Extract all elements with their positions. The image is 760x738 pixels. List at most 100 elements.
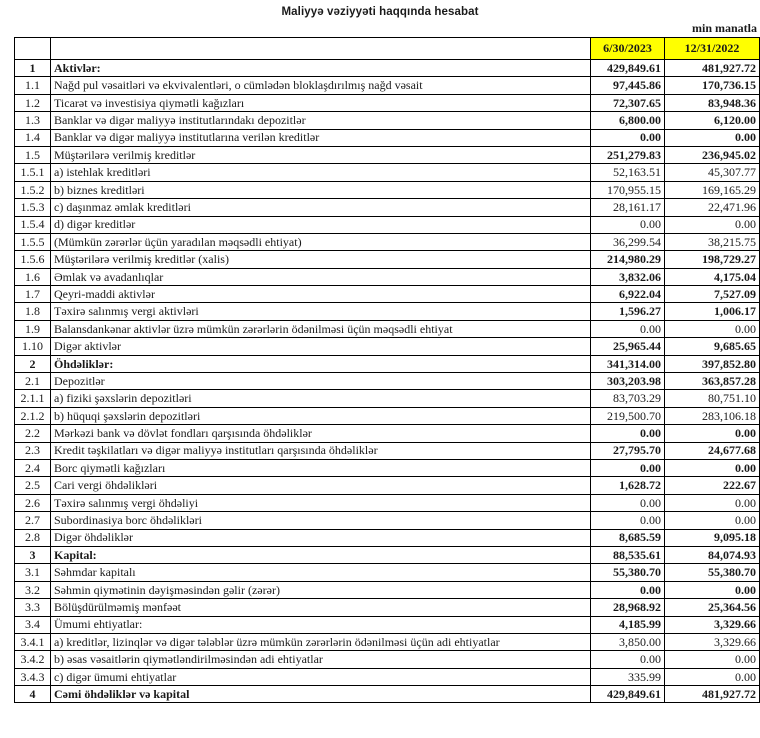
row-value-2023: 0.00 (590, 511, 665, 530)
row-number: 3.4.1 (14, 632, 51, 652)
table-row: 1.9 Balansdankənar aktivlər üzrə mümkün z… (14, 319, 760, 339)
row-number: 1.5.1 (14, 163, 51, 182)
table-row: 1.10 Digər aktivlər 25,965.44 9,685.65 (14, 337, 760, 356)
row-label: Təxirə salınmış vergi öhdəliyi (50, 493, 591, 513)
table-row: 2.5 Cari vergi öhdəlikləri 1,628.72 222.67 (14, 476, 760, 495)
row-number: 1.10 (14, 337, 51, 356)
table-row: 2.1 Depozitlər 303,203.98 363,857.28 (14, 372, 760, 391)
row-number: 2.6 (14, 493, 51, 513)
row-label: Səhmin qiymətinin dəyişməsindən gəlir (z… (50, 580, 591, 600)
row-value-2023: 303,203.98 (590, 372, 665, 391)
row-value-2022: 481,927.72 (664, 685, 760, 704)
row-value-2022: 4,175.04 (664, 267, 760, 287)
table-row: 1.5 Müştərilərə verilmiş kreditlər 251,279… (14, 145, 760, 165)
row-value-2023: 0.00 (590, 424, 665, 443)
table-row: 2.8 Digər öhdəliklər 8,685.59 9,095.18 (14, 528, 760, 547)
table-row: 3.4.2 b) əsas vəsaitlərin qiymətləndirilm… (14, 650, 760, 669)
row-label: a) kreditlər, lizinqlər və digər tələblə… (50, 632, 591, 652)
row-label: Depozitlər (50, 372, 591, 391)
row-number: 2.2 (14, 424, 51, 443)
row-value-2023: 27,795.70 (590, 441, 665, 460)
row-value-2022: 481,927.72 (664, 58, 760, 78)
row-label: Əmlak və avadanlıqlar (50, 267, 591, 287)
table-row: 1.7 Qeyri-maddi aktivlər 6,922.04 7,527.09 (14, 285, 760, 304)
row-value-2022: 38,215.75 (664, 232, 760, 252)
financial-statement-page: Maliyyə vəziyyəti haqqında hesabat min m… (0, 6, 760, 704)
row-value-2023: 170,955.15 (590, 180, 665, 200)
row-value-2023: 8,685.59 (590, 528, 665, 547)
table-row: 1.1 Nağd pul vəsaitləri və ekvivalentləri… (14, 76, 760, 95)
row-value-2022: 9,685.65 (664, 337, 760, 356)
row-value-2022: 0.00 (664, 128, 760, 147)
row-value-2023: 0.00 (590, 493, 665, 513)
row-label: Kredit təşkilatları və digər maliyyə ins… (50, 441, 591, 460)
row-value-2023: 72,307.65 (590, 93, 665, 113)
row-number: 2.7 (14, 511, 51, 530)
financial-position-table: 6/30/2023 12/31/2022 1 Aktivlər: 429,849.6… (14, 37, 760, 704)
row-value-2022: 0.00 (664, 493, 760, 513)
row-number: 3.3 (14, 598, 51, 617)
table-row: 1.8 Təxirə salınmış vergi aktivləri 1,596.… (14, 302, 760, 321)
row-label: Səhmdar kapitalı (50, 563, 591, 582)
row-value-2023: 4,185.99 (590, 615, 665, 634)
row-value-2022: 55,380.70 (664, 563, 760, 582)
table-row: 3.4.3 c) digər ümumi ehtiyatlar 335.99 0.00 (14, 667, 760, 687)
row-value-2022: 0.00 (664, 650, 760, 669)
row-value-2023: 0.00 (590, 319, 665, 339)
row-label: b) hüquqi şəxslərin depozitləri (50, 406, 591, 426)
row-label: Cari vergi öhdəlikləri (50, 476, 591, 495)
row-label: Cəmi öhdəliklər və kapital (50, 685, 591, 704)
table-row: 2.2 Mərkəzi bank və dövlət fondları qarşı… (14, 424, 760, 443)
row-value-2023: 251,279.83 (590, 145, 665, 165)
row-label: Digər öhdəliklər (50, 528, 591, 547)
row-label: Digər aktivlər (50, 337, 591, 356)
row-value-2022: 0.00 (664, 319, 760, 339)
row-number: 2.4 (14, 458, 51, 478)
row-number: 3.4.2 (14, 650, 51, 669)
row-number: 3.1 (14, 563, 51, 582)
row-label: Müştərilərə verilmiş kreditlər (xalis) (50, 250, 591, 269)
row-label: a) fiziki şəxslərin depozitləri (50, 389, 591, 408)
table-row: 3 Kapital: 88,535.61 84,074.93 (14, 545, 760, 565)
row-label: Bölüşdürülməmiş mənfəət (50, 598, 591, 617)
row-value-2022: 7,527.09 (664, 285, 760, 304)
row-number: 1.6 (14, 267, 51, 287)
row-number: 2.1.2 (14, 406, 51, 426)
row-number: 2.8 (14, 528, 51, 547)
row-number: 3.4 (14, 615, 51, 634)
table-row: 3.2 Səhmin qiymətinin dəyişməsindən gəlir… (14, 580, 760, 600)
row-label: (Mümkün zərərlər üçün yaradılan məqsədli… (50, 232, 591, 252)
row-value-2023: 83,703.29 (590, 389, 665, 408)
table-row: 2.1.1 a) fiziki şəxslərin depozitləri 83,7… (14, 389, 760, 408)
row-value-2022: 22,471.96 (664, 198, 760, 217)
row-value-2022: 1,006.17 (664, 302, 760, 321)
header-column-2022: 12/31/2022 (664, 37, 760, 60)
row-value-2023: 0.00 (590, 580, 665, 600)
row-value-2022: 3,329.66 (664, 615, 760, 634)
row-value-2023: 1,628.72 (590, 476, 665, 495)
row-number: 3.2 (14, 580, 51, 600)
row-value-2022: 83,948.36 (664, 93, 760, 113)
row-label: a) istehlak kreditləri (50, 163, 591, 182)
row-label: Banklar və digər maliyyə institutlarına … (50, 128, 591, 147)
row-value-2023: 335.99 (590, 667, 665, 687)
row-value-2023: 0.00 (590, 128, 665, 147)
table-row: 2.1.2 b) hüquqi şəxslərin depozitləri 219,… (14, 406, 760, 426)
row-value-2022: 0.00 (664, 215, 760, 234)
row-value-2022: 3,329.66 (664, 632, 760, 652)
row-label: b) biznes kreditləri (50, 180, 591, 200)
row-value-2022: 9,095.18 (664, 528, 760, 547)
table-row: 3.3 Bölüşdürülməmiş mənfəət 28,968.92 25,36… (14, 598, 760, 617)
table-row: 3.1 Səhmdar kapitalı 55,380.70 55,380.70 (14, 563, 760, 582)
row-label: Müştərilərə verilmiş kreditlər (50, 145, 591, 165)
table-row: 1.6 Əmlak və avadanlıqlar 3,832.06 4,175.04 (14, 267, 760, 287)
row-value-2022: 397,852.80 (664, 354, 760, 374)
row-number: 1.4 (14, 128, 51, 147)
row-label: Borc qiymətli kağızları (50, 458, 591, 478)
table-row: 2.4 Borc qiymətli kağızları 0.00 0.00 (14, 458, 760, 478)
row-value-2023: 3,850.00 (590, 632, 665, 652)
unit-note: min manatla (691, 21, 757, 35)
row-value-2023: 0.00 (590, 650, 665, 669)
row-label: Banklar və digər maliyyə institutlarında… (50, 111, 591, 130)
row-label: Öhdəliklər: (50, 354, 591, 374)
